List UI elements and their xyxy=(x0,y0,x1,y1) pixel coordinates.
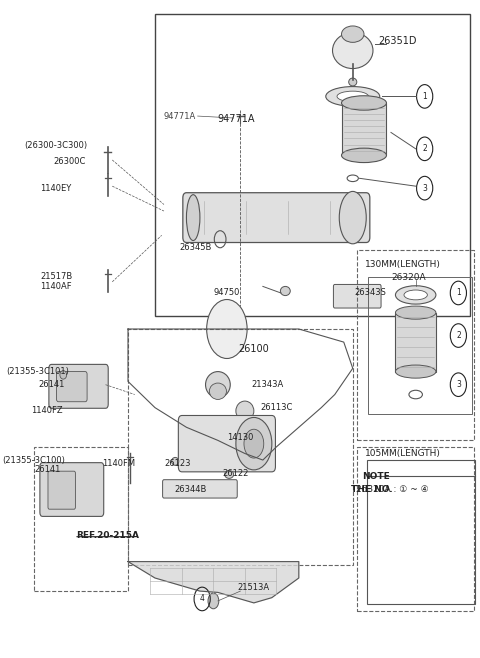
Circle shape xyxy=(236,417,272,470)
Ellipse shape xyxy=(337,91,369,101)
Ellipse shape xyxy=(326,87,380,106)
Bar xyxy=(357,447,474,611)
FancyBboxPatch shape xyxy=(334,284,381,308)
Text: 1140EY: 1140EY xyxy=(40,184,72,193)
Ellipse shape xyxy=(171,457,179,465)
Ellipse shape xyxy=(348,78,357,86)
Text: 26113C: 26113C xyxy=(260,403,292,412)
Text: 130MM(LENGTH): 130MM(LENGTH) xyxy=(365,261,441,269)
Text: 2: 2 xyxy=(422,144,427,153)
Text: 21343A: 21343A xyxy=(251,380,284,389)
Text: 4: 4 xyxy=(200,594,204,603)
Text: 26122: 26122 xyxy=(223,468,249,478)
Ellipse shape xyxy=(341,26,364,42)
Ellipse shape xyxy=(225,470,234,478)
Text: (21355-3C100): (21355-3C100) xyxy=(2,455,65,465)
Bar xyxy=(34,447,128,591)
Text: REF.20-215A: REF.20-215A xyxy=(76,531,139,540)
Text: 26100: 26100 xyxy=(239,343,269,353)
Text: (21355-3C101): (21355-3C101) xyxy=(7,367,70,376)
Text: 1140FZ: 1140FZ xyxy=(31,407,63,415)
Bar xyxy=(128,329,353,565)
Text: (26300-3C300): (26300-3C300) xyxy=(24,141,88,150)
Ellipse shape xyxy=(396,365,436,378)
Text: 94771A: 94771A xyxy=(217,114,254,124)
Ellipse shape xyxy=(404,290,427,300)
Text: 105MM(LENGTH): 105MM(LENGTH) xyxy=(365,449,441,458)
Bar xyxy=(357,251,474,440)
Ellipse shape xyxy=(341,148,386,163)
FancyBboxPatch shape xyxy=(183,193,370,243)
Ellipse shape xyxy=(280,286,290,295)
Text: 1: 1 xyxy=(422,92,427,101)
Text: 26345B: 26345B xyxy=(179,243,212,251)
Polygon shape xyxy=(128,562,299,603)
Text: 26344B: 26344B xyxy=(175,485,207,494)
Text: 2: 2 xyxy=(456,331,461,340)
FancyBboxPatch shape xyxy=(57,372,87,402)
Ellipse shape xyxy=(209,383,227,399)
FancyBboxPatch shape xyxy=(163,480,237,498)
Ellipse shape xyxy=(205,372,230,398)
Text: 26141: 26141 xyxy=(34,465,60,474)
Text: 1: 1 xyxy=(456,288,461,297)
FancyBboxPatch shape xyxy=(179,415,276,472)
Text: 21517B: 21517B xyxy=(40,272,72,281)
Ellipse shape xyxy=(236,401,254,420)
Circle shape xyxy=(207,299,247,359)
Ellipse shape xyxy=(396,306,436,319)
Text: 94750: 94750 xyxy=(214,288,240,297)
Text: 3: 3 xyxy=(456,380,461,389)
Ellipse shape xyxy=(186,195,200,241)
FancyBboxPatch shape xyxy=(49,365,108,408)
Text: 26123: 26123 xyxy=(164,459,191,468)
Text: 26343S: 26343S xyxy=(355,288,387,297)
Text: 26141: 26141 xyxy=(38,380,65,389)
Ellipse shape xyxy=(396,286,436,304)
Text: 14130: 14130 xyxy=(227,432,253,442)
Text: 26300C: 26300C xyxy=(53,157,86,166)
Text: NOTE: NOTE xyxy=(362,472,390,481)
Bar xyxy=(341,103,386,155)
Ellipse shape xyxy=(333,32,373,68)
Ellipse shape xyxy=(60,370,67,379)
Text: 94771A: 94771A xyxy=(163,112,195,120)
Text: 26320A: 26320A xyxy=(392,273,426,282)
Text: 21513A: 21513A xyxy=(238,583,270,592)
Bar xyxy=(396,313,436,372)
Text: 1140FM: 1140FM xyxy=(102,459,135,468)
Text: THE NO.: THE NO. xyxy=(351,485,393,494)
Ellipse shape xyxy=(339,191,366,244)
Ellipse shape xyxy=(341,96,386,110)
FancyBboxPatch shape xyxy=(48,471,75,509)
Circle shape xyxy=(208,593,219,609)
FancyBboxPatch shape xyxy=(40,463,104,517)
Text: 26320A : ① ~ ④: 26320A : ① ~ ④ xyxy=(356,485,429,494)
Text: 3: 3 xyxy=(422,184,427,193)
Text: 26351D: 26351D xyxy=(378,36,417,45)
Text: 1140AF: 1140AF xyxy=(40,282,72,291)
Circle shape xyxy=(244,429,264,458)
